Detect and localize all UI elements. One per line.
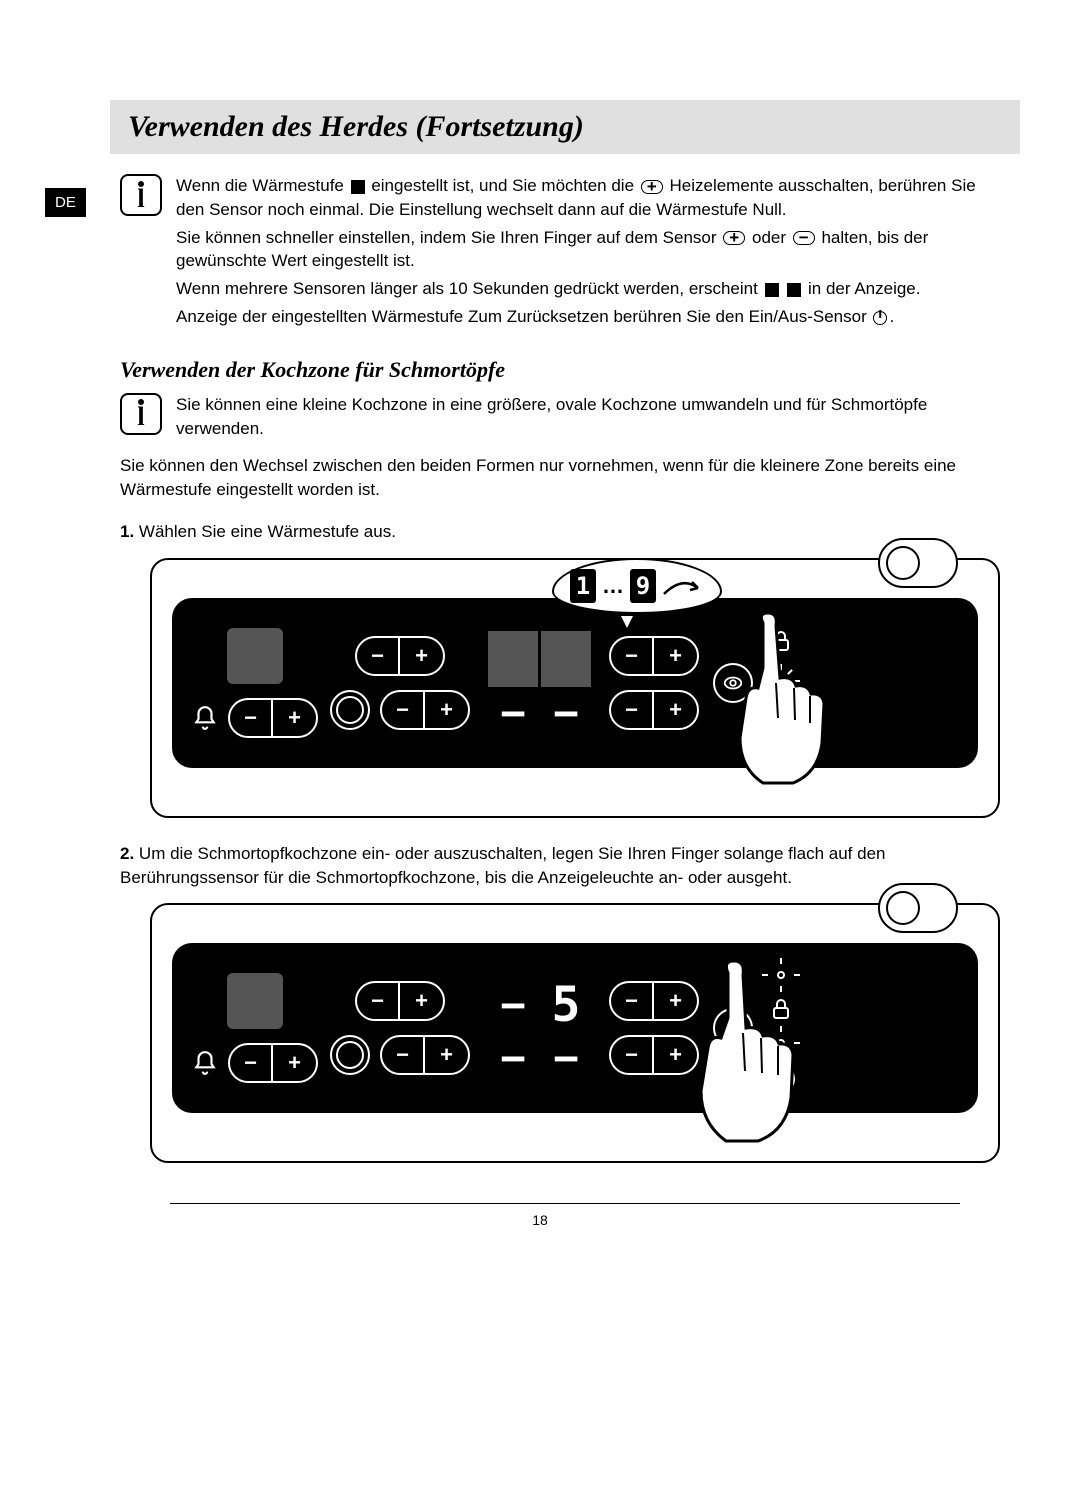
minus-plus-control: −+ (228, 1043, 318, 1083)
info-icon: l (120, 174, 162, 216)
figure-2: −+ −+ −+ (150, 903, 1000, 1163)
language-badge: DE (45, 188, 86, 217)
zone-display-box (227, 973, 283, 1029)
plus-sensor-icon: + (723, 231, 745, 245)
info-block-2: l Sie können eine kleine Kochzone in ein… (120, 393, 1000, 445)
central-display: − − (488, 631, 591, 734)
minus-sensor-icon: − (793, 231, 815, 245)
minus-plus-control: −+ (228, 698, 318, 738)
main-content: l Wenn die Wärmestufe eingestellt ist, u… (120, 174, 1020, 1163)
sun-icon (769, 1031, 793, 1055)
zone-indicator-oval (878, 883, 958, 933)
lock-icon (769, 629, 793, 653)
info-icon: l (120, 393, 162, 435)
display-square-icon (787, 283, 801, 297)
step-1: 1. Wählen Sie eine Wärmestufe aus. (120, 520, 1000, 818)
oval-zone-button (713, 1008, 753, 1048)
minus-plus-control: −+ (609, 636, 699, 676)
power-sensor-icon (873, 311, 887, 325)
minus-plus-control: −+ (355, 636, 445, 676)
zone-display-box (227, 628, 283, 684)
sun-icon (769, 963, 793, 987)
minus-plus-control: −+ (380, 1035, 470, 1075)
bell-icon (192, 1050, 218, 1076)
info1-p2: Sie können schneller einstellen, indem S… (176, 226, 1000, 274)
display-square-icon (765, 283, 779, 297)
dual-zone-icon (330, 1035, 370, 1075)
minus-plus-control: −+ (609, 690, 699, 730)
footer-divider (170, 1203, 960, 1204)
page-title: Verwenden des Herdes (Fortsetzung) (128, 110, 1002, 144)
info-block-1: l Wenn die Wärmestufe eingestellt ist, u… (120, 174, 1000, 333)
lock-icon (769, 997, 793, 1021)
zone-indicator-oval (878, 538, 958, 588)
heat-level-square-icon (351, 180, 365, 194)
minus-plus-control: −+ (355, 981, 445, 1021)
bell-icon (192, 705, 218, 731)
control-panel: −+ −+ −+ (172, 598, 978, 768)
subheading-casserole-zone: Verwenden der Kochzone für Schmortöpfe (120, 357, 1000, 383)
control-panel: −+ −+ −+ (172, 943, 978, 1113)
heat-range-bubble: 1 … 9 (552, 558, 722, 614)
steps-list: 1. Wählen Sie eine Wärmestufe aus. (120, 520, 1000, 1163)
minus-plus-control: −+ (380, 690, 470, 730)
info1-p1: Wenn die Wärmestufe eingestellt ist, und… (176, 174, 1000, 222)
dual-zone-icon (330, 690, 370, 730)
curved-arrow-icon (662, 574, 702, 598)
power-icon (767, 709, 795, 737)
central-display: − 5 − − (488, 977, 591, 1080)
plus-sensor-icon: + (641, 180, 663, 194)
figure-1: −+ −+ −+ (150, 558, 1000, 818)
info1-p3: Wenn mehrere Sensoren länger als 10 Seku… (176, 277, 1000, 301)
oval-zone-button (713, 663, 753, 703)
minus-plus-control: −+ (609, 1035, 699, 1075)
info1-p4: Anzeige der eingestellten Wärmestufe Zum… (176, 305, 1000, 329)
paragraph-zone-switch-condition: Sie können den Wechsel zwischen den beid… (120, 454, 1000, 502)
page-number: 18 (60, 1212, 1020, 1228)
info2-p1: Sie können eine kleine Kochzone in eine … (176, 393, 1000, 441)
sun-icon (769, 669, 793, 693)
step-2: 2. Um die Schmortopfkochzone ein- oder a… (120, 842, 1000, 1164)
minus-plus-control: −+ (609, 981, 699, 1021)
power-icon (767, 1065, 795, 1093)
title-bar: Verwenden des Herdes (Fortsetzung) (110, 100, 1020, 154)
